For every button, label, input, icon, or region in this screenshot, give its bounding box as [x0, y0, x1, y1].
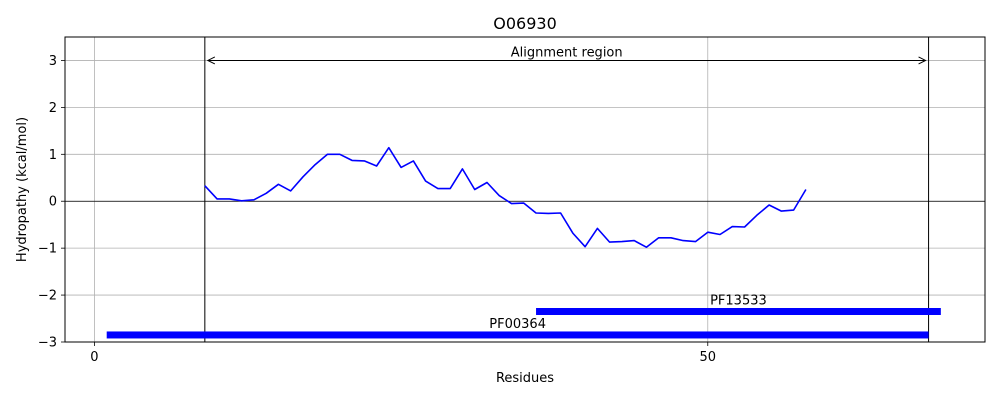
- y-tick-label: −2: [38, 289, 57, 304]
- y-tick-label: −3: [38, 336, 57, 351]
- hydropathy-series-line: [204, 146, 807, 248]
- alignment-boundaries: [204, 37, 930, 342]
- tick-layer: −3 −2 −1 0 1 2 3 0 50: [38, 54, 716, 365]
- chart-title: O06930: [493, 14, 557, 33]
- alignment-arrow-head-left: [206, 56, 216, 65]
- y-tick-label: 1: [49, 148, 57, 163]
- series-layer: [204, 146, 807, 248]
- y-axis-label: Hydropathy (kcal/mol): [15, 117, 30, 262]
- y-tick-label: −1: [38, 242, 57, 257]
- domain-bar-pf13533: [536, 308, 941, 315]
- domain-bars: PF13533 PF00364: [106, 294, 941, 339]
- domain-label-pf13533: PF13533: [710, 294, 767, 309]
- x-tick-label: 0: [90, 350, 98, 365]
- alignment-region-label: Alignment region: [511, 45, 623, 60]
- alignment-arrow-head-right: [918, 56, 927, 65]
- annotation-layer: Alignment region: [206, 45, 927, 65]
- domain-bar-pf00364: [106, 331, 929, 339]
- plot-frame: [64, 36, 986, 343]
- y-tick-label: 3: [49, 54, 57, 69]
- grid-layer: [65, 37, 985, 343]
- domain-label-pf00364: PF00364: [489, 317, 546, 332]
- y-tick-label: 0: [49, 195, 57, 210]
- x-tick-label: 50: [699, 350, 716, 365]
- x-axis-label: Residues: [496, 371, 554, 386]
- y-tick-label: 2: [49, 101, 57, 116]
